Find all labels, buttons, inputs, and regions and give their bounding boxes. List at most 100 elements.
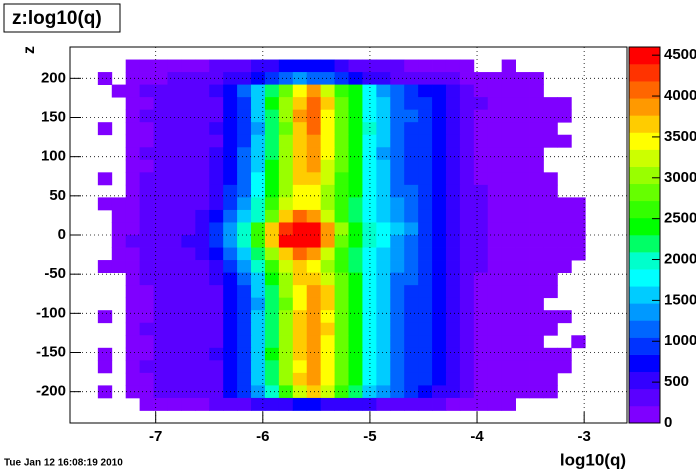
cell [390, 122, 405, 136]
cell [501, 72, 516, 85]
cell [529, 209, 544, 223]
cell [515, 360, 530, 374]
cell [209, 297, 224, 311]
cell [459, 122, 475, 136]
cell [543, 322, 558, 336]
cell [251, 260, 266, 273]
cell [181, 360, 196, 374]
cell [195, 109, 210, 123]
cell [139, 260, 154, 273]
cell [181, 297, 196, 311]
cell [487, 397, 503, 411]
cell [153, 235, 168, 248]
cell [445, 247, 461, 261]
cell [292, 147, 308, 161]
cell [390, 322, 405, 336]
cell [501, 122, 516, 136]
cell [237, 172, 252, 186]
cell [153, 347, 168, 361]
palette-box [629, 81, 660, 99]
cell [209, 397, 224, 411]
cell [251, 285, 266, 299]
cell [348, 59, 363, 73]
cell [306, 59, 322, 73]
cell [139, 247, 154, 261]
cell [320, 134, 335, 148]
cell [292, 347, 308, 361]
cell [139, 122, 154, 136]
cell [125, 122, 141, 136]
cell [515, 285, 530, 299]
cell [501, 247, 516, 261]
cell [167, 272, 182, 286]
cell [418, 360, 433, 374]
cell [125, 297, 141, 311]
cell [153, 260, 168, 273]
cell [195, 235, 210, 248]
cell [167, 297, 182, 311]
cell [306, 310, 322, 324]
cell [459, 260, 475, 273]
cell [292, 109, 308, 123]
cell [153, 285, 168, 299]
cell [334, 109, 349, 123]
cell [181, 109, 196, 123]
cell [223, 272, 238, 286]
cell [418, 72, 433, 85]
cell [264, 235, 280, 248]
cell [348, 272, 363, 286]
cell [432, 197, 447, 211]
cell [376, 134, 391, 148]
cell [278, 197, 294, 211]
cell [97, 172, 113, 186]
cell [153, 272, 168, 286]
cell [292, 322, 308, 336]
cell [264, 297, 280, 311]
cell [445, 322, 461, 336]
cell [543, 260, 558, 273]
cell [264, 147, 280, 161]
cell [501, 222, 516, 236]
palette-box [629, 337, 660, 355]
cell [445, 335, 461, 349]
cell [125, 360, 141, 374]
palette-box [629, 354, 660, 373]
cell [571, 197, 586, 211]
cell [390, 385, 405, 399]
palette-box [629, 388, 660, 407]
cell [515, 297, 530, 311]
cell [362, 147, 377, 161]
cell [557, 134, 572, 148]
cell [362, 260, 377, 273]
palette-box [629, 405, 660, 424]
cell [167, 347, 182, 361]
cell [181, 159, 196, 173]
cell [473, 397, 489, 411]
cell [362, 360, 377, 374]
cell [543, 235, 558, 248]
cell [404, 385, 419, 399]
cell [473, 134, 489, 148]
cell [209, 159, 224, 173]
cell [237, 272, 252, 286]
cell [292, 84, 308, 98]
cell [515, 122, 530, 136]
cell [459, 209, 475, 223]
palette-box [629, 64, 660, 82]
cell [320, 322, 335, 336]
cell [515, 172, 530, 186]
cell [292, 197, 308, 211]
cell [209, 247, 224, 261]
cell [404, 272, 419, 286]
cell [139, 147, 154, 161]
cell [264, 72, 280, 85]
cell [306, 297, 322, 311]
cell [529, 310, 544, 324]
y-tick-label: 200 [41, 69, 66, 86]
cell [348, 222, 363, 236]
cell [501, 59, 516, 73]
cell [167, 97, 182, 111]
cell [153, 134, 168, 148]
cell [557, 360, 572, 374]
cell [362, 109, 377, 123]
